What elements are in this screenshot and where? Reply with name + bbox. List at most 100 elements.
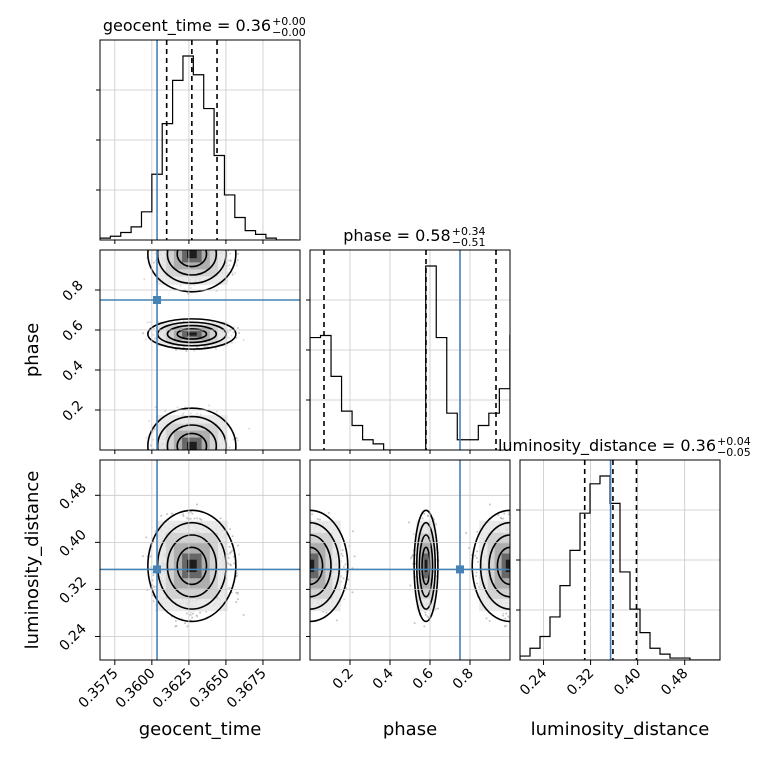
sample-point: [236, 574, 239, 577]
sample-point: [191, 612, 194, 615]
sample-point: [229, 528, 232, 531]
sample-point: [182, 513, 185, 516]
sample-point: [152, 574, 155, 577]
sample-point: [227, 562, 230, 565]
sample-point: [242, 613, 245, 616]
sample-point: [231, 273, 234, 276]
sample-point: [196, 412, 199, 415]
sample-point: [141, 332, 144, 335]
sample-point: [146, 321, 149, 324]
sample-point: [182, 412, 185, 415]
sample-point: [235, 601, 238, 604]
sample-point: [198, 517, 201, 520]
sample-point: [196, 503, 199, 506]
sample-point: [231, 535, 234, 538]
sample-point: [196, 615, 199, 618]
sample-point: [164, 409, 167, 412]
sample-point: [176, 406, 179, 409]
sample-point: [174, 620, 177, 623]
sample-point: [170, 512, 173, 515]
sample-point: [235, 591, 238, 594]
sample-point: [152, 600, 155, 603]
sample-point: [175, 624, 178, 627]
sample-point: [229, 259, 232, 262]
sample-point: [200, 518, 203, 521]
sample-point: [198, 517, 201, 520]
panel-frame: [519, 459, 721, 661]
density-cell: [186, 441, 197, 450]
sample-point: [235, 336, 238, 339]
sample-point: [227, 557, 230, 560]
sample-point: [234, 271, 237, 274]
sample-point: [153, 428, 156, 431]
sample-point: [141, 555, 144, 558]
contour-line: [166, 250, 218, 276]
sample-point: [228, 545, 231, 548]
sample-point: [189, 412, 192, 415]
sample-point: [189, 613, 192, 616]
sample-point: [189, 517, 192, 520]
sample-point: [193, 349, 196, 352]
panel-frame: [309, 249, 511, 451]
sample-point: [179, 284, 182, 287]
contour-line: [147, 318, 237, 350]
sample-point: [229, 259, 232, 262]
sample-point: [189, 613, 192, 616]
sample-point: [228, 586, 231, 589]
sample-point: [229, 564, 232, 567]
histogram-phase: [310, 265, 510, 450]
density-geocent_time-luminosity_distance: [141, 503, 245, 628]
sample-point: [228, 268, 231, 271]
sample-point: [191, 612, 194, 615]
sample-point: [154, 406, 157, 409]
sample-point: [228, 586, 231, 589]
sample-point: [193, 517, 196, 520]
sample-point: [236, 326, 239, 329]
sample-point: [238, 553, 241, 556]
sample-point: [184, 622, 187, 625]
contour-line: [176, 250, 208, 268]
sample-point: [189, 611, 192, 614]
sample-point: [191, 512, 194, 515]
sample-point: [141, 555, 144, 558]
sample-point: [182, 346, 185, 349]
sample-point: [148, 419, 151, 422]
sample-point: [248, 427, 251, 430]
sample-point: [196, 517, 199, 520]
sample-point: [228, 446, 231, 449]
sample-point: [236, 593, 239, 596]
histogram-geocent_time: [100, 55, 298, 240]
density-cell: [186, 250, 197, 259]
sample-point: [174, 348, 177, 351]
sample-point: [200, 518, 203, 521]
sample-point: [152, 447, 155, 450]
sample-point: [153, 586, 156, 589]
sample-point: [149, 320, 152, 323]
sample-point: [141, 332, 144, 335]
sample-point: [236, 259, 239, 262]
sample-point: [242, 338, 245, 341]
sample-point: [186, 625, 189, 628]
sample-point: [237, 544, 240, 547]
sample-point: [231, 549, 234, 552]
sample-point: [160, 514, 163, 517]
sample-point: [215, 290, 218, 293]
sample-point: [231, 549, 234, 552]
sample-point: [174, 620, 177, 623]
sample-point: [233, 562, 236, 565]
sample-point: [233, 562, 236, 565]
sample-point: [227, 557, 230, 560]
sample-point: [185, 612, 188, 615]
sample-point: [191, 512, 194, 515]
sample-point: [175, 624, 178, 627]
sample-point: [153, 327, 156, 330]
sample-point: [145, 536, 148, 539]
sample-point: [238, 332, 241, 335]
sample-point: [145, 536, 148, 539]
sample-point: [154, 530, 157, 533]
sample-point: [152, 600, 155, 603]
sample-point: [229, 528, 232, 531]
sample-point: [185, 349, 188, 352]
sample-point: [227, 331, 230, 334]
